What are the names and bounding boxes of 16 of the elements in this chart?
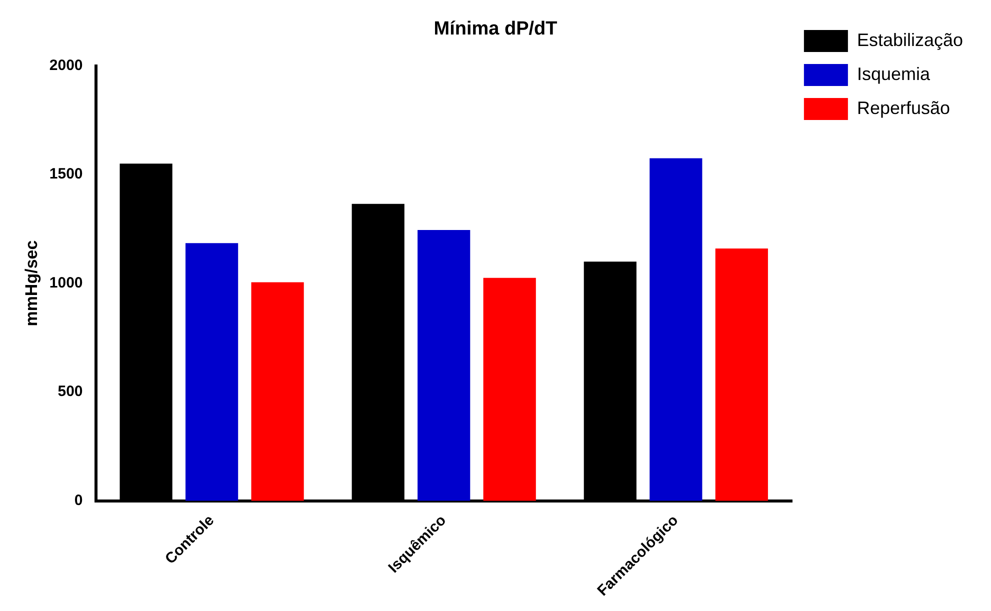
y-tick-label: 500 [58, 383, 83, 400]
bar [418, 230, 470, 501]
legend-label: Isquemia [856, 64, 931, 84]
chart-title: Mínima dP/dT [434, 18, 558, 40]
bar [251, 282, 304, 501]
bar [650, 158, 702, 501]
bar [715, 248, 768, 501]
bar [483, 278, 536, 501]
y-tick-label: 1000 [49, 274, 83, 292]
legend-label: Estabilização [856, 30, 964, 50]
y-tick-label: 2000 [49, 56, 83, 74]
legend-label: Reperfusão [856, 98, 950, 118]
y-tick-label: 1500 [49, 166, 83, 183]
bar [186, 243, 238, 501]
y-tick-label: 0 [74, 492, 83, 509]
y-axis-title: mmHg/sec [22, 240, 41, 326]
